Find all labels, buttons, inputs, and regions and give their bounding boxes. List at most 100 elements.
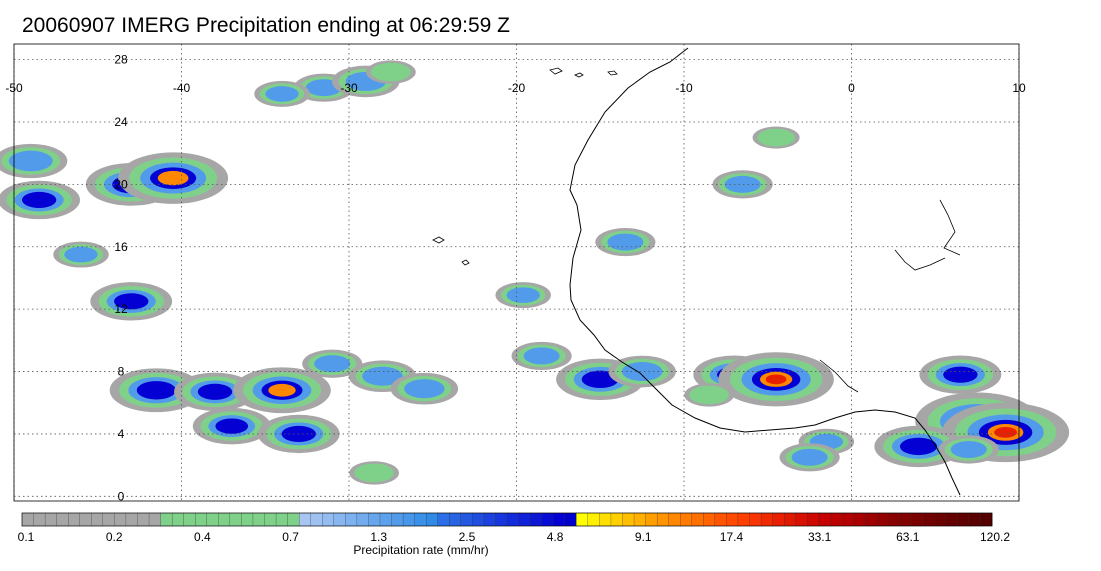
lon-tick-label: -10 [675,81,693,95]
colorbar-swatch [379,512,392,527]
colorbar-swatch [241,512,254,527]
colorbar-swatch [506,512,519,527]
colorbar-swatch [252,512,265,527]
precip-cell [607,233,644,251]
colorbar-swatch [437,512,450,527]
colorbar-labels: 0.1 0.2 0.4 0.7 1.3 2.5 4.8 9.1 17.4 33.1 63.1 120.… [18,530,1011,544]
colorbar-swatch [21,512,34,527]
colorbar-swatch [529,512,543,527]
colorbar-swatch [945,512,958,527]
lon-tick-label: -20 [508,81,526,95]
colorbar-swatch [472,512,485,527]
colorbar-swatch [183,512,196,527]
colorbar-swatch [645,512,658,527]
precip-cell [506,287,540,303]
colorbar-label: 17.4 [720,530,744,544]
colorbar-swatch [79,512,92,527]
colorbar-swatch [56,512,69,527]
island [549,67,618,78]
colorbar-swatch [783,512,797,527]
lon-tick-label: -30 [340,81,358,95]
lon-tick-label: -50 [5,81,23,95]
colorbar-swatch [714,512,727,527]
precip-cell [370,62,411,82]
colorbar-swatch [564,512,577,527]
precip-cell [268,383,296,397]
colorbar-label: 9.1 [635,530,652,544]
colorbar-label: 1.3 [370,530,387,544]
colorbar-title: Precipitation rate (mm/hr) [353,543,488,557]
river-segment [894,249,946,271]
coastline-segment [939,199,961,256]
colorbar-swatch [911,512,924,527]
colorbar-swatch [703,512,716,527]
colorbar-label: 0.2 [106,530,123,544]
lon-tick-label: 10 [1012,81,1026,95]
lat-tick-label: 12 [114,302,128,316]
lon-tick-label: 0 [848,81,855,95]
precip-cell [265,86,299,102]
precip-cell [8,150,53,172]
colorbar-swatch [402,512,416,527]
africa-west-coastline [569,47,961,496]
island [432,236,470,266]
colorbar-swatch [91,512,104,527]
colorbar-swatch [841,512,854,527]
precip-cell [621,362,663,382]
colorbar-swatch [968,512,981,527]
lon-tick-label: -40 [173,81,191,95]
colorbar-swatch [957,512,970,527]
map-title: 20060907 IMERG Precipitation ending at 0… [22,14,510,37]
colorbar-swatch [287,512,300,527]
colorbar-swatch [495,512,508,527]
colorbar-label: 63.1 [896,530,920,544]
precip-cell [899,437,938,456]
precip-cell [21,191,57,209]
colorbar-swatch [599,512,612,527]
colorbar-swatch [818,512,831,527]
precip-cell [215,418,249,434]
colorbar-swatch [749,512,762,527]
precipitation-layer [0,60,1070,485]
colorbar-swatch [275,512,289,527]
lat-tick-label: 0 [118,489,125,503]
colorbar-swatch [691,512,704,527]
colorbar-swatch [160,512,173,527]
precip-cell [354,463,395,483]
colorbar-swatch [576,512,589,527]
colorbar-label: 120.2 [980,530,1010,544]
colorbar-swatch [737,512,750,527]
precip-cell [314,355,351,373]
colorbar-swatch [772,512,785,527]
colorbar-swatch [229,512,242,527]
colorbar-swatch [518,512,531,527]
axis-ticks: -50 -40 -30 -20 -10 0 10 0 4 8 12 16 20 24 28 [5,53,1026,504]
colorbar-swatch [426,512,439,527]
colorbar-swatch [322,512,335,527]
lat-tick-label: 8 [118,365,125,379]
precip-cell [157,170,189,186]
precip-cell [943,366,978,383]
colorbar-swatch [333,512,346,527]
colorbar-swatch [356,512,369,527]
precip-cell [765,374,787,385]
coastline-layer [432,47,961,496]
colorbar-swatch [633,512,647,527]
precip-cell [114,293,149,310]
colorbar-swatch [541,512,554,527]
colorbar-swatch [298,512,312,527]
colorbar-swatch [264,512,277,527]
precip-cell [197,383,233,400]
lat-tick-label: 20 [114,177,128,191]
precip-cell [136,381,176,400]
colorbar-swatch [899,512,912,527]
colorbar-swatch [760,512,774,527]
colorbar-swatch [922,512,935,527]
colorbar-swatch [195,512,208,527]
colorbar-swatch [68,512,81,527]
precip-cell [791,448,828,466]
colorbar-swatch [102,512,115,527]
colorbar-swatch [114,512,127,527]
river-niger [819,359,859,393]
colorbar-swatch [218,512,231,527]
